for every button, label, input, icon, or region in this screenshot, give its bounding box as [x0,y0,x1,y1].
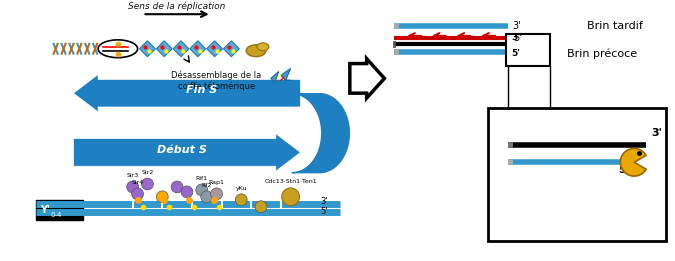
Text: Sens de la réplication: Sens de la réplication [128,2,225,11]
Circle shape [255,201,267,213]
Text: 5': 5' [513,33,522,43]
Circle shape [142,178,153,190]
Text: Brin tardif: Brin tardif [587,21,643,31]
Polygon shape [173,41,189,57]
Text: Sir2: Sir2 [141,170,154,175]
Polygon shape [140,41,155,57]
Text: Début S: Début S [157,145,207,156]
Text: 1: 1 [54,154,59,163]
Text: G: G [44,145,55,159]
Polygon shape [157,41,172,57]
Text: 0-4: 0-4 [51,212,62,218]
Ellipse shape [246,45,266,57]
Text: 3': 3' [513,21,521,31]
Polygon shape [190,41,206,57]
Circle shape [281,188,300,206]
FancyArrow shape [74,134,300,171]
Circle shape [211,188,223,200]
Text: Brin précoce: Brin précoce [567,49,637,59]
Wedge shape [620,149,646,176]
FancyArrow shape [350,59,384,98]
Text: Sir4: Sir4 [132,180,144,185]
Text: Désassemblage de la
coiffe télomérique: Désassemblage de la coiffe télomérique [171,70,262,91]
Circle shape [132,188,144,200]
Text: Rif1: Rif1 [196,176,208,181]
Circle shape [171,181,183,193]
Text: 2: 2 [54,94,59,104]
Text: 3': 3' [320,197,328,206]
Ellipse shape [257,43,269,51]
Circle shape [181,186,193,198]
Text: 3': 3' [651,128,661,138]
Text: 3': 3' [512,33,520,42]
Text: 5': 5' [512,49,520,58]
Bar [36,200,83,220]
Circle shape [200,191,213,203]
Circle shape [127,181,138,193]
Circle shape [196,184,208,196]
Text: yKu: yKu [236,186,247,191]
Bar [506,34,550,66]
Polygon shape [207,41,223,57]
Ellipse shape [98,40,138,58]
Polygon shape [223,41,239,57]
Text: Rap1: Rap1 [209,180,225,185]
Bar [488,108,666,241]
Text: Y': Y' [40,205,50,215]
Polygon shape [271,72,279,82]
Text: G: G [44,86,55,100]
Text: Sir3: Sir3 [126,173,139,178]
Text: Cdc13·Stn1·Ten1: Cdc13·Stn1·Ten1 [265,179,317,184]
Text: 5': 5' [618,165,629,175]
Circle shape [236,194,247,206]
Polygon shape [281,68,291,80]
Text: Fin S: Fin S [186,85,217,95]
Text: 5': 5' [320,207,328,216]
Circle shape [157,191,168,203]
Text: Rf2: Rf2 [202,183,212,188]
FancyArrow shape [74,74,300,112]
